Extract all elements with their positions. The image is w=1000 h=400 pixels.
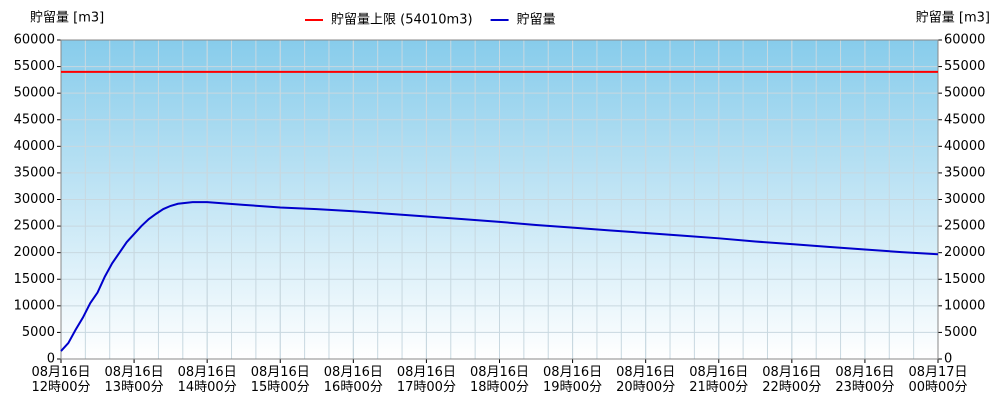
y-tick-label: 55000 [14,59,55,74]
x-tick-label: 08月16日 23時00分 [835,365,894,395]
y-tick-label: 25000 [14,219,55,234]
y2-tick-label: 60000 [944,33,985,48]
y2-tick-label: 10000 [944,298,985,313]
y2-tick-label: 0 [944,352,952,367]
x-tick-label: 08月17日 00時00分 [908,365,967,395]
y2-tick-label: 15000 [944,272,985,287]
y-tick-label: 15000 [14,272,55,287]
x-tick-label: 08月16日 13時00分 [105,365,164,395]
x-tick-label: 08月16日 14時00分 [178,365,237,395]
legend-label: 貯留量 [517,13,556,28]
x-tick-label: 08月16日 12時00分 [31,365,90,395]
y2-tick-label: 50000 [944,86,985,101]
x-tick-label: 08月16日 16時00分 [324,365,383,395]
x-tick-label: 08月16日 22時00分 [762,365,821,395]
y-tick-label: 35000 [14,165,55,180]
x-tick-label: 08月16日 18時00分 [470,365,529,395]
y-tick-label: 10000 [14,298,55,313]
x-tick-label: 08月16日 19時00分 [543,365,602,395]
y-tick-label: 45000 [14,112,55,127]
y-axis-title: 貯留量 [m3] [30,11,104,26]
legend-label: 貯留量上限 (54010m3) [331,13,473,28]
y2-axis-title: 貯留量 [m3] [916,11,990,26]
plot-frame [60,39,939,360]
series-line [60,201,939,352]
y-tick-label: 0 [47,352,55,367]
y2-tick-label: 5000 [944,325,977,340]
x-tick-label: 08月16日 17時00分 [397,365,456,395]
y2-tick-label: 20000 [944,245,985,260]
y-tick-label: 30000 [14,192,55,207]
y2-tick-label: 55000 [944,59,985,74]
y-tick-label: 40000 [14,139,55,154]
x-tick-label: 08月16日 15時00分 [251,365,310,395]
x-tick-label: 08月16日 21時00分 [689,365,748,395]
y-tick-label: 60000 [14,33,55,48]
y2-tick-label: 40000 [944,139,985,154]
y2-tick-label: 45000 [944,112,985,127]
y2-tick-label: 35000 [944,165,985,180]
y-tick-label: 50000 [14,86,55,101]
y2-tick-label: 25000 [944,219,985,234]
y-tick-label: 20000 [14,245,55,260]
y-tick-label: 5000 [22,325,55,340]
y2-tick-label: 30000 [944,192,985,207]
x-tick-label: 08月16日 20時00分 [616,365,675,395]
